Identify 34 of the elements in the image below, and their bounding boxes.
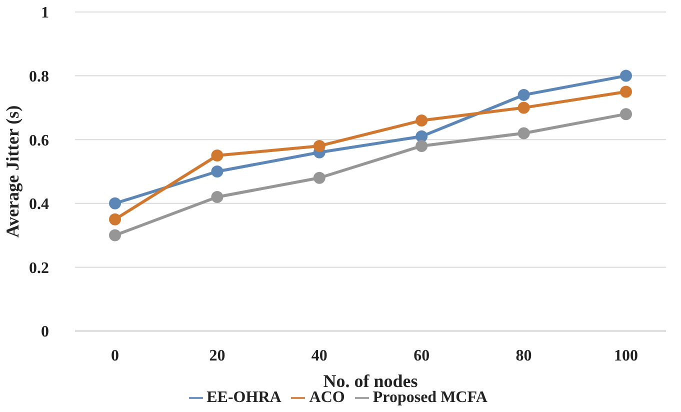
- y-axis-title: Average Jitter (s): [2, 105, 22, 238]
- x-tick-label: 0: [111, 347, 119, 364]
- y-tick-label: 0.6: [29, 132, 49, 150]
- legend-label: EE-OHRA: [206, 389, 282, 406]
- point: [620, 86, 632, 98]
- point: [109, 197, 121, 210]
- point: [109, 229, 121, 242]
- point: [211, 191, 224, 204]
- point: [313, 172, 326, 184]
- y-tick-label: 0.4: [29, 196, 49, 214]
- point: [620, 70, 632, 82]
- x-tick-label: 100: [614, 347, 638, 364]
- x-tick-label: 80: [516, 347, 532, 364]
- x-axis-title: No. of nodes: [323, 371, 418, 391]
- y-tick-label: 0.8: [29, 68, 49, 86]
- point: [109, 213, 121, 226]
- y-tick-label: 0.2: [29, 260, 49, 277]
- point: [211, 166, 224, 178]
- x-tick-label: 20: [209, 347, 226, 364]
- point: [416, 140, 428, 152]
- point: [416, 130, 428, 142]
- point: [518, 127, 530, 140]
- legend-label: ACO: [309, 389, 345, 406]
- x-tick-label: 60: [414, 347, 430, 364]
- point: [211, 150, 224, 162]
- y-tick-label: 1: [41, 4, 49, 22]
- x-tick-label: 40: [311, 347, 328, 364]
- point: [313, 140, 326, 152]
- point: [518, 88, 530, 101]
- point: [416, 114, 428, 126]
- y-tick-label: 0: [41, 324, 49, 341]
- legend-label: Proposed MCFA: [372, 389, 488, 406]
- point: [620, 108, 632, 120]
- point: [518, 102, 530, 114]
